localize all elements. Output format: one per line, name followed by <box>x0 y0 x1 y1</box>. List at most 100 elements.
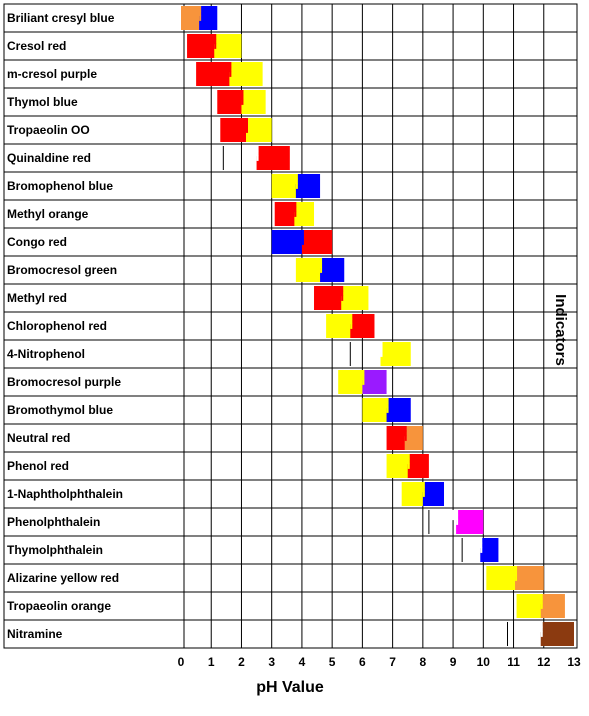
bar-transition-step <box>540 603 543 609</box>
x-tick-label: 7 <box>389 655 396 669</box>
bar-transition-step <box>515 575 518 581</box>
indicator-bar <box>326 314 375 338</box>
indicator-label: Phenolphthalein <box>7 515 100 529</box>
indicators-side-label: Indicators <box>552 294 569 366</box>
bar-high-ph-color <box>407 454 429 478</box>
indicator-bar <box>506 622 574 646</box>
bar-high-ph-color <box>214 34 242 58</box>
bar-high-ph-color <box>199 6 218 30</box>
indicator-label: Nitramine <box>7 627 63 641</box>
indicator-bar <box>428 510 484 534</box>
indicator-bar <box>461 538 499 562</box>
bar-transition-step <box>221 62 232 68</box>
bar-transition-step <box>507 566 518 572</box>
bar-transition-step <box>350 323 353 329</box>
bar-transition-step <box>229 71 232 77</box>
x-tick-label: 3 <box>268 655 275 669</box>
bar-transition-step <box>252 150 259 157</box>
indicator-label: Tropaeolin orange <box>7 599 111 613</box>
indicator-label: Thymol blue <box>7 95 78 109</box>
bar-high-ph-color <box>301 230 333 254</box>
bar-high-ph-color <box>422 482 445 506</box>
bar-transition-step <box>396 426 407 432</box>
bar-transition-step <box>293 230 304 236</box>
indicator-labels: Briliant cresyl blue Cresol red m-cresol p… <box>7 11 123 641</box>
indicator-label: Neutral red <box>7 431 70 445</box>
indicator-label: Bromocresol purple <box>7 375 121 389</box>
indicator-label: Methyl red <box>7 291 67 305</box>
bar-transition-step <box>532 594 543 600</box>
bar-transition-step <box>320 267 323 273</box>
indicator-bar <box>220 118 272 142</box>
bar-transition-step <box>346 318 353 325</box>
indicator-bar <box>386 426 423 450</box>
bar-transition-step <box>480 547 483 553</box>
indicator-bar <box>187 34 242 58</box>
bar-transition-step <box>248 146 259 152</box>
bar-transition-step <box>540 631 543 637</box>
bar-transition-step <box>372 342 383 348</box>
indicator-label: Chlorophenol red <box>7 319 107 333</box>
bar-transition-step <box>342 314 353 320</box>
indicator-bar <box>271 230 333 254</box>
indicator-label: Tropaeolin OO <box>7 123 90 137</box>
x-tick-label: 2 <box>238 655 245 669</box>
bar-transition-step <box>316 262 323 269</box>
indicator-bar <box>338 370 387 394</box>
bar-high-ph-color <box>241 90 266 114</box>
bar-high-ph-color <box>294 202 315 226</box>
bar-transition-step <box>418 486 425 493</box>
bar-transition-step <box>297 234 304 241</box>
bar-high-ph-color <box>350 314 375 338</box>
bar-high-ph-color <box>386 398 411 422</box>
bar-high-ph-color <box>540 594 565 618</box>
bar-transition-step <box>407 463 410 469</box>
bar-high-ph-color <box>362 370 387 394</box>
indicator-label: Bromophenol blue <box>7 179 113 193</box>
indicator-label: Bromocresol green <box>7 263 117 277</box>
bar-high-ph-color <box>256 146 290 170</box>
bar-high-ph-color <box>295 174 321 198</box>
bar-transition-step <box>295 183 298 189</box>
bar-high-ph-color <box>320 258 345 282</box>
indicator-bar <box>486 566 544 590</box>
bar-transition-step <box>386 407 389 413</box>
indicator-label: Congo red <box>7 235 67 249</box>
indicator-label: Methyl orange <box>7 207 89 221</box>
bar-high-ph-color <box>456 510 484 534</box>
bar-transition-step <box>511 570 518 577</box>
bar-transition-step <box>237 118 248 124</box>
bar-transition-step <box>237 94 244 101</box>
bar-high-ph-color <box>480 538 499 562</box>
bar-high-ph-color <box>540 622 574 646</box>
indicator-bar <box>349 342 411 366</box>
indicator-bar <box>295 258 345 282</box>
bar-transition-step <box>333 286 344 292</box>
bar-transition-step <box>245 127 248 133</box>
bar-transition-step <box>362 379 365 385</box>
bar-transition-step <box>341 295 344 301</box>
bar-transition-step <box>476 542 483 549</box>
indicator-bar <box>401 482 445 506</box>
bar-transition-step <box>382 402 389 409</box>
bar-transition-step <box>337 290 344 297</box>
x-axis-title: pH Value <box>256 679 324 696</box>
bar-transition-step <box>199 15 202 21</box>
bar-transition-step <box>399 454 410 460</box>
bar-transition-step <box>287 174 298 180</box>
bar-transition-step <box>376 346 383 353</box>
x-tick-label: 0 <box>178 655 185 669</box>
bar-high-ph-color <box>380 342 411 366</box>
indicator-label: Alizarine yellow red <box>7 571 119 585</box>
x-tick-label: 9 <box>450 655 457 669</box>
indicator-bar <box>314 286 369 310</box>
x-tick-label: 6 <box>359 655 366 669</box>
indicator-label: 1-Naphtholphthalein <box>7 487 123 501</box>
bar-transition-step <box>256 155 259 161</box>
x-tick-label: 8 <box>420 655 427 669</box>
indicator-label: m-cresol purple <box>7 67 97 81</box>
indicator-bar <box>516 594 565 618</box>
bar-high-ph-color <box>229 62 263 86</box>
indicator-label: Phenol red <box>7 459 69 473</box>
